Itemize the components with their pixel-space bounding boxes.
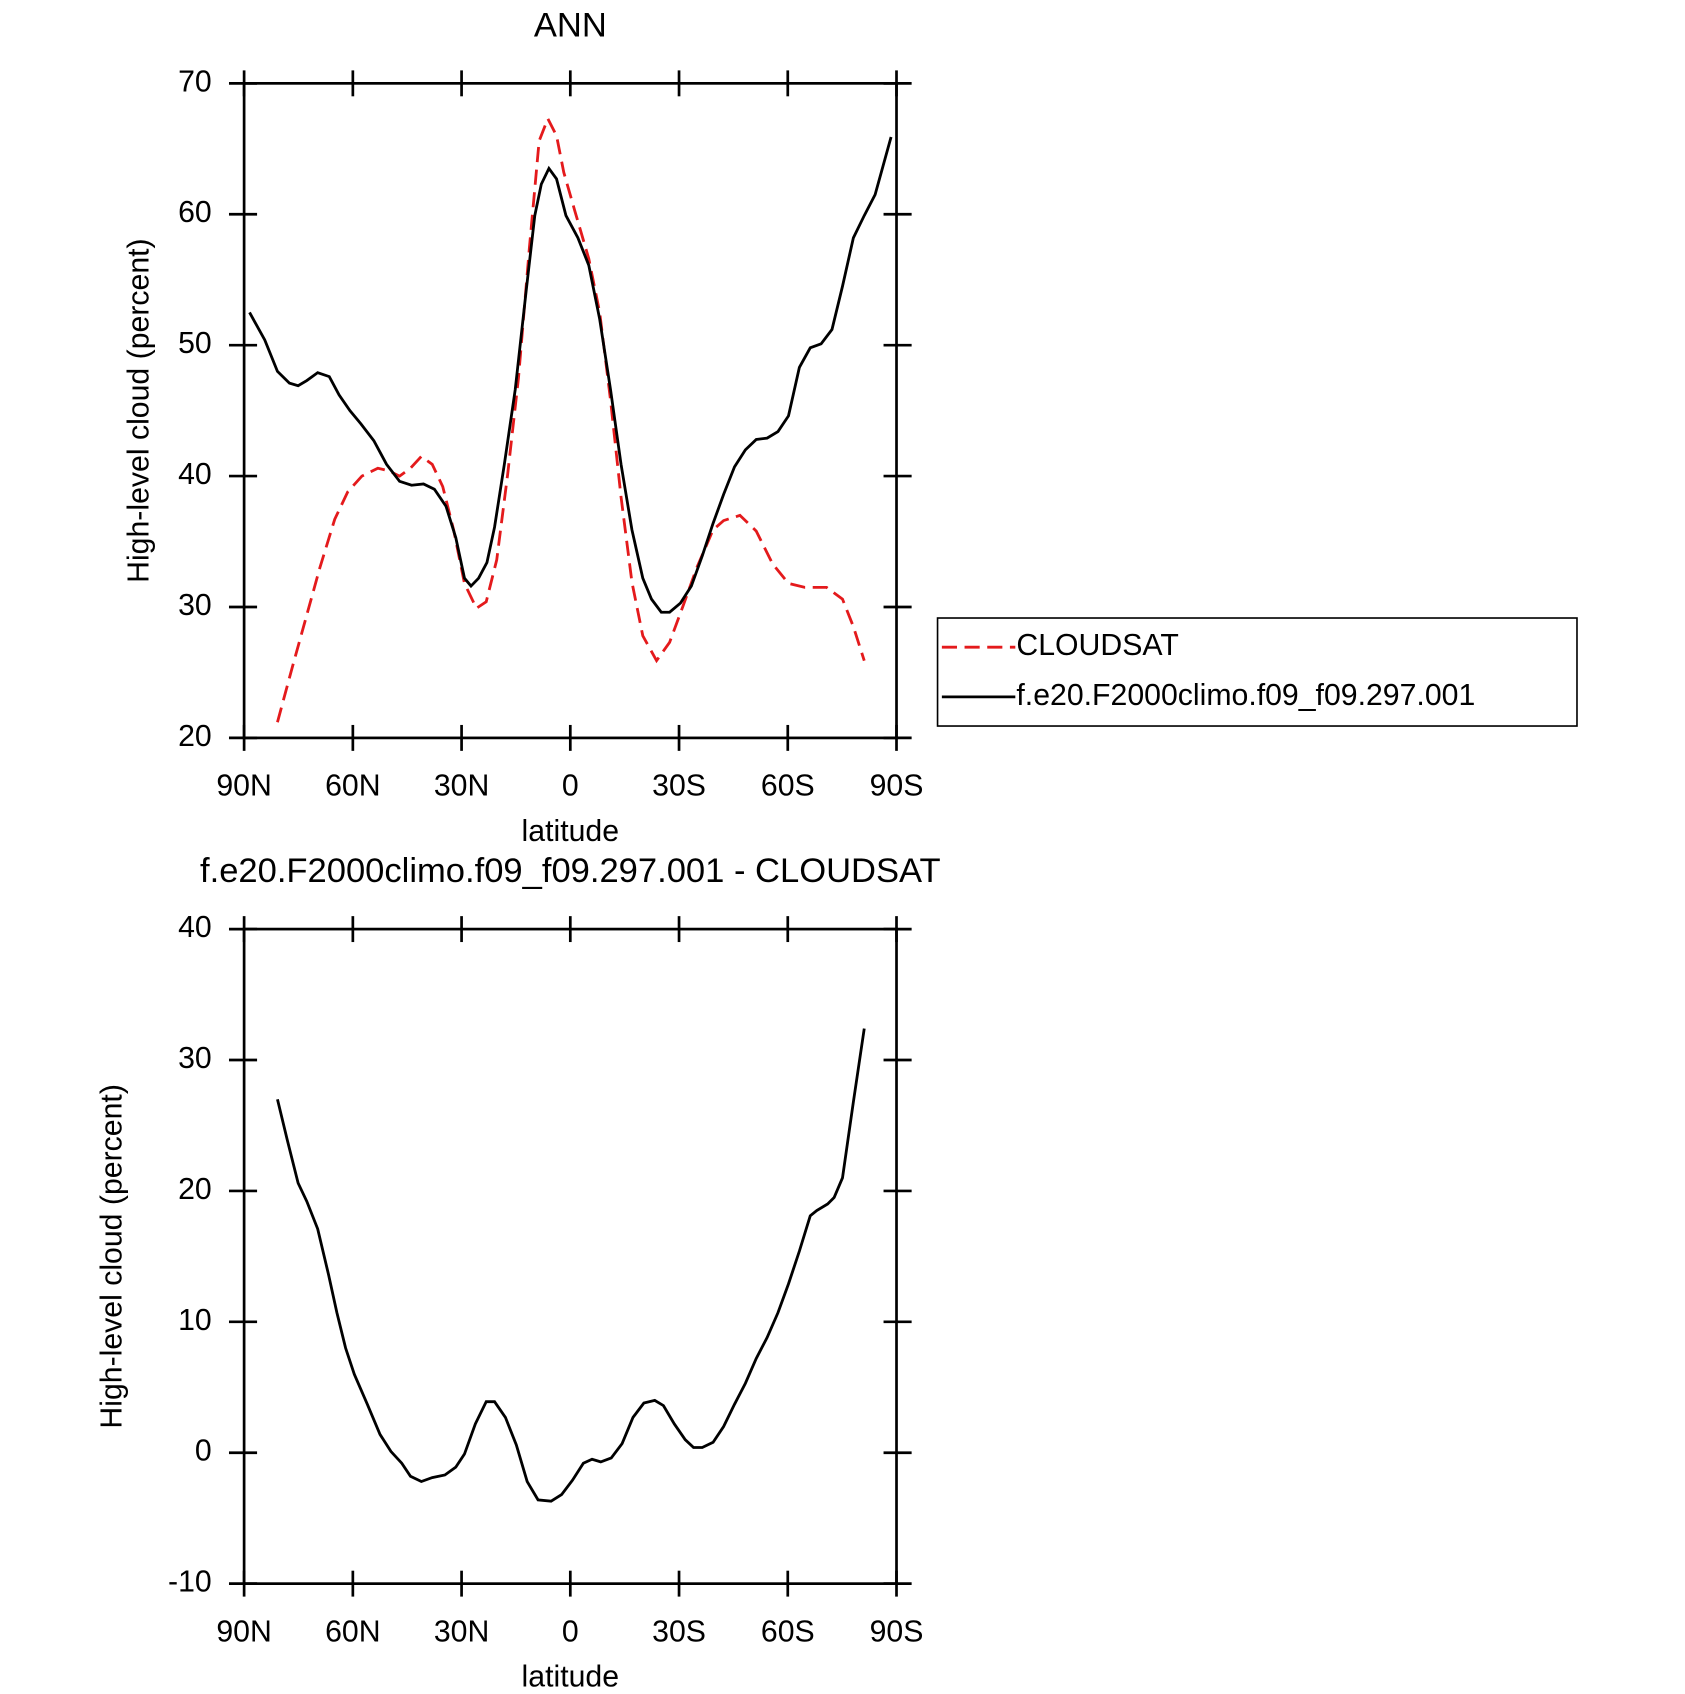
y-tick-label: 0 [195,1435,212,1468]
x-tick-label: 60N [325,1615,380,1648]
y-tick-label: 40 [178,458,212,491]
x-tick-label: 30S [652,770,706,803]
x-axis-label: latitude [522,1661,619,1694]
y-tick-label: 20 [178,720,212,753]
y-tick-label: 40 [178,911,212,944]
chart-title: ANN [534,6,607,44]
y-axis-label: High-level cloud (percent) [122,238,155,582]
series-line [276,1028,866,1503]
x-tick-label: 90N [216,1615,271,1648]
x-tick-label: 60S [761,770,815,803]
y-tick-label: 50 [178,327,212,360]
legend-label: CLOUDSAT [1016,629,1178,662]
x-axis-label: latitude [522,815,619,848]
legend-label: f.e20.F2000climo.f09_f09.297.001 [1016,679,1475,712]
x-tick-label: 30S [652,1615,706,1648]
x-tick-label: 30N [434,1615,489,1648]
x-tick-label: 60S [761,1615,815,1648]
y-tick-label: 30 [178,1042,212,1075]
x-tick-label: 90S [870,770,924,803]
legend-box [936,617,1578,727]
series-line [248,136,893,614]
chart-title: f.e20.F2000climo.f09_f09.297.001 - CLOUD… [200,852,941,890]
y-tick-label: 20 [178,1173,212,1206]
y-tick-label: 30 [178,589,212,622]
y-tick-label: 60 [178,196,212,229]
x-tick-label: 0 [562,770,579,803]
x-tick-label: 60N [325,770,380,803]
y-tick-label: -10 [168,1566,212,1599]
y-axis-label: High-level cloud (percent) [95,1084,128,1428]
x-tick-label: 0 [562,1615,579,1648]
series-line [276,115,866,723]
x-tick-label: 30N [434,770,489,803]
plot-frame [242,81,898,740]
y-tick-label: 70 [178,65,212,98]
y-tick-label: 10 [178,1304,212,1337]
x-tick-label: 90S [870,1615,924,1648]
x-tick-label: 90N [216,770,271,803]
